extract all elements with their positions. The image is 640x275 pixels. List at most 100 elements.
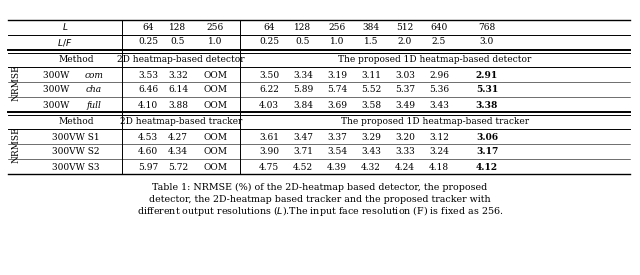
Text: 4.10: 4.10 — [138, 100, 158, 109]
Text: 4.18: 4.18 — [429, 163, 449, 172]
Text: 64: 64 — [142, 23, 154, 32]
Text: com: com — [84, 70, 104, 79]
Text: 1.0: 1.0 — [330, 37, 344, 46]
Text: 4.75: 4.75 — [259, 163, 279, 172]
Text: cha: cha — [86, 86, 102, 95]
Text: OOM: OOM — [203, 147, 227, 156]
Text: The proposed 1D heatmap-based tracker: The proposed 1D heatmap-based tracker — [341, 117, 529, 126]
Text: 3.33: 3.33 — [395, 147, 415, 156]
Text: 5.37: 5.37 — [395, 86, 415, 95]
Text: 4.39: 4.39 — [327, 163, 347, 172]
Text: 3.17: 3.17 — [476, 147, 498, 156]
Text: 4.34: 4.34 — [168, 147, 188, 156]
Text: 4.03: 4.03 — [259, 100, 279, 109]
Text: 4.32: 4.32 — [361, 163, 381, 172]
Text: 5.74: 5.74 — [327, 86, 347, 95]
Text: 0.5: 0.5 — [171, 37, 185, 46]
Text: 128: 128 — [170, 23, 187, 32]
Text: $L$: $L$ — [62, 21, 68, 32]
Text: 3.29: 3.29 — [361, 133, 381, 142]
Text: 3.32: 3.32 — [168, 70, 188, 79]
Text: The proposed 1D heatmap-based detector: The proposed 1D heatmap-based detector — [339, 56, 532, 65]
Text: 4.52: 4.52 — [293, 163, 313, 172]
Text: 2D heatmap-based detector: 2D heatmap-based detector — [117, 56, 245, 65]
Text: 300W: 300W — [43, 100, 72, 109]
Text: 128: 128 — [294, 23, 312, 32]
Text: 3.58: 3.58 — [361, 100, 381, 109]
Text: Method: Method — [58, 117, 93, 126]
Text: 3.53: 3.53 — [138, 70, 158, 79]
Text: 1.0: 1.0 — [208, 37, 222, 46]
Text: 6.14: 6.14 — [168, 86, 188, 95]
Text: 512: 512 — [396, 23, 413, 32]
Text: 3.38: 3.38 — [476, 100, 498, 109]
Text: 4.27: 4.27 — [168, 133, 188, 142]
Text: 64: 64 — [263, 23, 275, 32]
Text: 5.72: 5.72 — [168, 163, 188, 172]
Text: 2D heatmap-based tracker: 2D heatmap-based tracker — [120, 117, 242, 126]
Text: 2.0: 2.0 — [398, 37, 412, 46]
Text: 3.71: 3.71 — [293, 147, 313, 156]
Text: 6.22: 6.22 — [259, 86, 279, 95]
Text: 3.03: 3.03 — [395, 70, 415, 79]
Text: 3.43: 3.43 — [361, 147, 381, 156]
Text: 5.36: 5.36 — [429, 86, 449, 95]
Text: 3.49: 3.49 — [395, 100, 415, 109]
Text: 3.54: 3.54 — [327, 147, 347, 156]
Text: 300VW S1: 300VW S1 — [52, 133, 100, 142]
Text: different output resolutions ($L$).The input face resolution (F) is fixed as 256: different output resolutions ($L$).The i… — [137, 204, 503, 218]
Text: 5.89: 5.89 — [293, 86, 313, 95]
Text: 4.53: 4.53 — [138, 133, 158, 142]
Text: 3.43: 3.43 — [429, 100, 449, 109]
Text: 4.24: 4.24 — [395, 163, 415, 172]
Text: 300VW S3: 300VW S3 — [52, 163, 100, 172]
Text: 3.11: 3.11 — [361, 70, 381, 79]
Text: full: full — [86, 100, 101, 109]
Text: 3.69: 3.69 — [327, 100, 347, 109]
Text: 3.34: 3.34 — [293, 70, 313, 79]
Text: 768: 768 — [478, 23, 495, 32]
Text: 3.06: 3.06 — [476, 133, 498, 142]
Text: OOM: OOM — [203, 86, 227, 95]
Text: 6.46: 6.46 — [138, 86, 158, 95]
Text: 5.52: 5.52 — [361, 86, 381, 95]
Text: 640: 640 — [430, 23, 447, 32]
Text: 3.88: 3.88 — [168, 100, 188, 109]
Text: 256: 256 — [328, 23, 346, 32]
Text: OOM: OOM — [203, 163, 227, 172]
Text: 1.5: 1.5 — [364, 37, 378, 46]
Text: 3.61: 3.61 — [259, 133, 279, 142]
Text: 2.96: 2.96 — [429, 70, 449, 79]
Text: 3.20: 3.20 — [395, 133, 415, 142]
Text: 3.37: 3.37 — [327, 133, 347, 142]
Text: OOM: OOM — [203, 133, 227, 142]
Text: Method: Method — [58, 56, 93, 65]
Text: 3.12: 3.12 — [429, 133, 449, 142]
Text: 3.47: 3.47 — [293, 133, 313, 142]
Text: 5.97: 5.97 — [138, 163, 158, 172]
Text: 2.91: 2.91 — [476, 70, 498, 79]
Text: 300VW S2: 300VW S2 — [52, 147, 100, 156]
Text: 4.12: 4.12 — [476, 163, 498, 172]
Text: 0.25: 0.25 — [259, 37, 279, 46]
Text: OOM: OOM — [203, 70, 227, 79]
Text: 5.31: 5.31 — [476, 86, 498, 95]
Text: Table 1: NRMSE (%) of the 2D-heatmap based detector, the proposed: Table 1: NRMSE (%) of the 2D-heatmap bas… — [152, 182, 488, 192]
Text: 3.90: 3.90 — [259, 147, 279, 156]
Text: 3.24: 3.24 — [429, 147, 449, 156]
Text: 300W: 300W — [43, 86, 72, 95]
Text: 3.0: 3.0 — [480, 37, 494, 46]
Text: 384: 384 — [362, 23, 380, 32]
Text: 3.19: 3.19 — [327, 70, 347, 79]
Text: 0.5: 0.5 — [296, 37, 310, 46]
Text: 2.5: 2.5 — [432, 37, 446, 46]
Text: 256: 256 — [206, 23, 223, 32]
Text: 300W: 300W — [43, 70, 72, 79]
Text: OOM: OOM — [203, 100, 227, 109]
Text: detector, the 2D-heatmap based tracker and the proposed tracker with: detector, the 2D-heatmap based tracker a… — [149, 194, 491, 204]
Text: 3.84: 3.84 — [293, 100, 313, 109]
Text: 3.50: 3.50 — [259, 70, 279, 79]
Text: 4.60: 4.60 — [138, 147, 158, 156]
Text: NRMSE: NRMSE — [12, 64, 20, 101]
Text: $L/F$: $L/F$ — [58, 37, 73, 48]
